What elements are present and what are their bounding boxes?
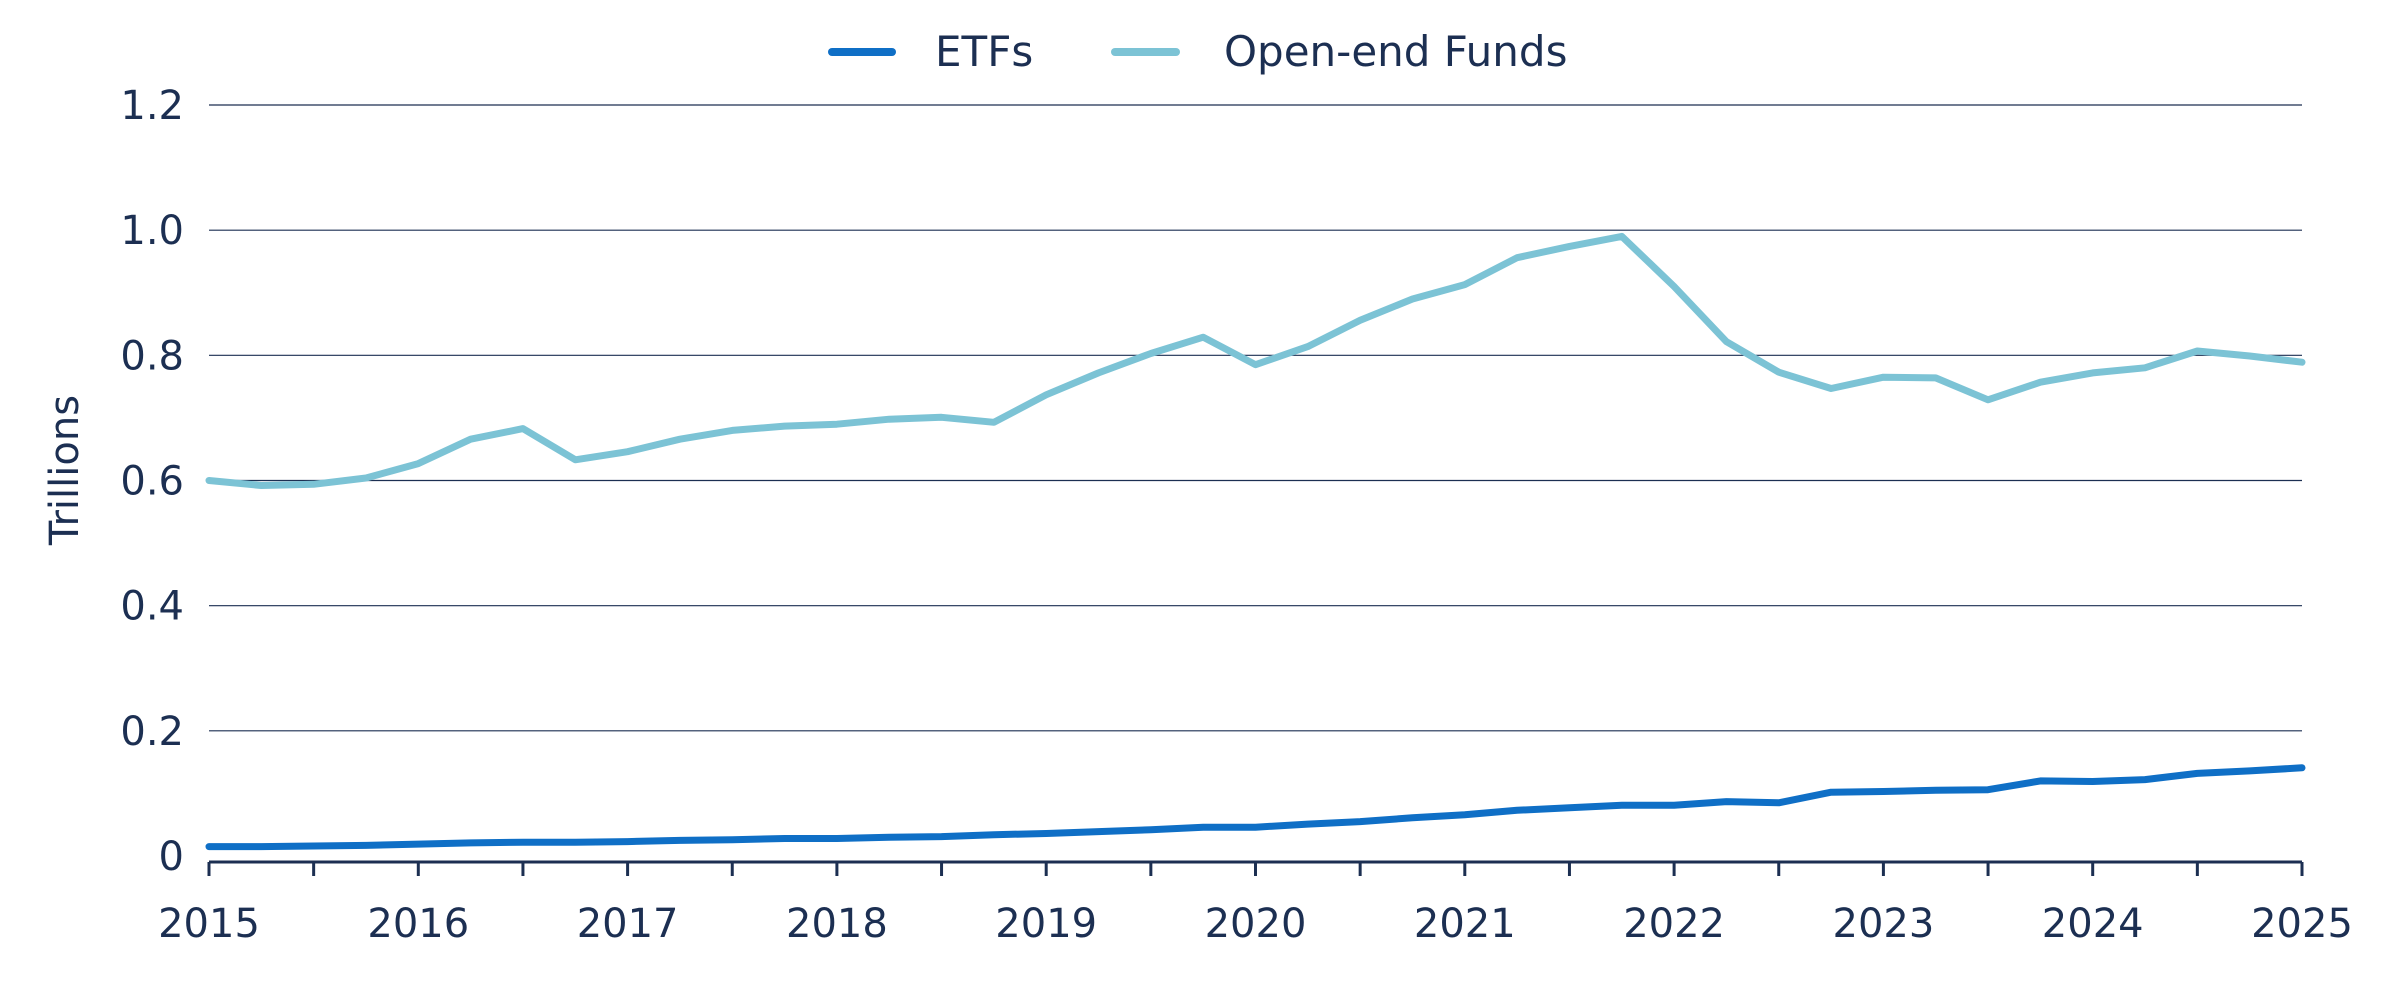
x-axis-tick-labels: 2015 2016 2017 2018 2019 2020 2021 2022 2023 2024…: [158, 901, 2353, 947]
x-tick-label: 2024: [2042, 901, 2144, 947]
x-tick-label: 2017: [577, 901, 679, 947]
x-tick-label: 2022: [1623, 901, 1725, 947]
series-line-open-end-funds: [205, 232, 2306, 489]
legend-label-open-end-funds: Open-end Funds: [1224, 27, 1567, 76]
y-tick-label: 1.2: [120, 83, 184, 129]
x-axis: [207, 860, 2304, 876]
y-tick-label: 0.4: [120, 584, 184, 630]
x-tick-label: 2021: [1414, 901, 1516, 947]
series-lines: [205, 232, 2306, 851]
legend: ETFs Open-end Funds: [828, 27, 1567, 76]
series-line-etfs: [205, 764, 2306, 851]
y-axis-label: Trillions: [42, 395, 88, 546]
x-tick-label: 2025: [2251, 901, 2353, 947]
legend-label-etfs: ETFs: [935, 27, 1033, 76]
x-tick-label: 2023: [1833, 901, 1935, 947]
x-tick-label: 2015: [158, 901, 260, 947]
x-tick-label: 2018: [786, 901, 888, 947]
y-tick-label: 0: [159, 834, 184, 880]
y-axis-tick-labels: 0 0.2 0.4 0.6 0.8 1.0 1.2: [120, 83, 184, 880]
grid-lines: [209, 104, 2302, 732]
y-tick-label: 0.8: [120, 333, 184, 379]
y-tick-label: 0.6: [120, 459, 184, 505]
y-tick-label: 0.2: [120, 709, 184, 755]
y-tick-label: 1.0: [120, 208, 184, 254]
x-tick-label: 2019: [995, 901, 1097, 947]
x-tick-label: 2020: [1205, 901, 1307, 947]
x-tick-label: 2016: [367, 901, 469, 947]
